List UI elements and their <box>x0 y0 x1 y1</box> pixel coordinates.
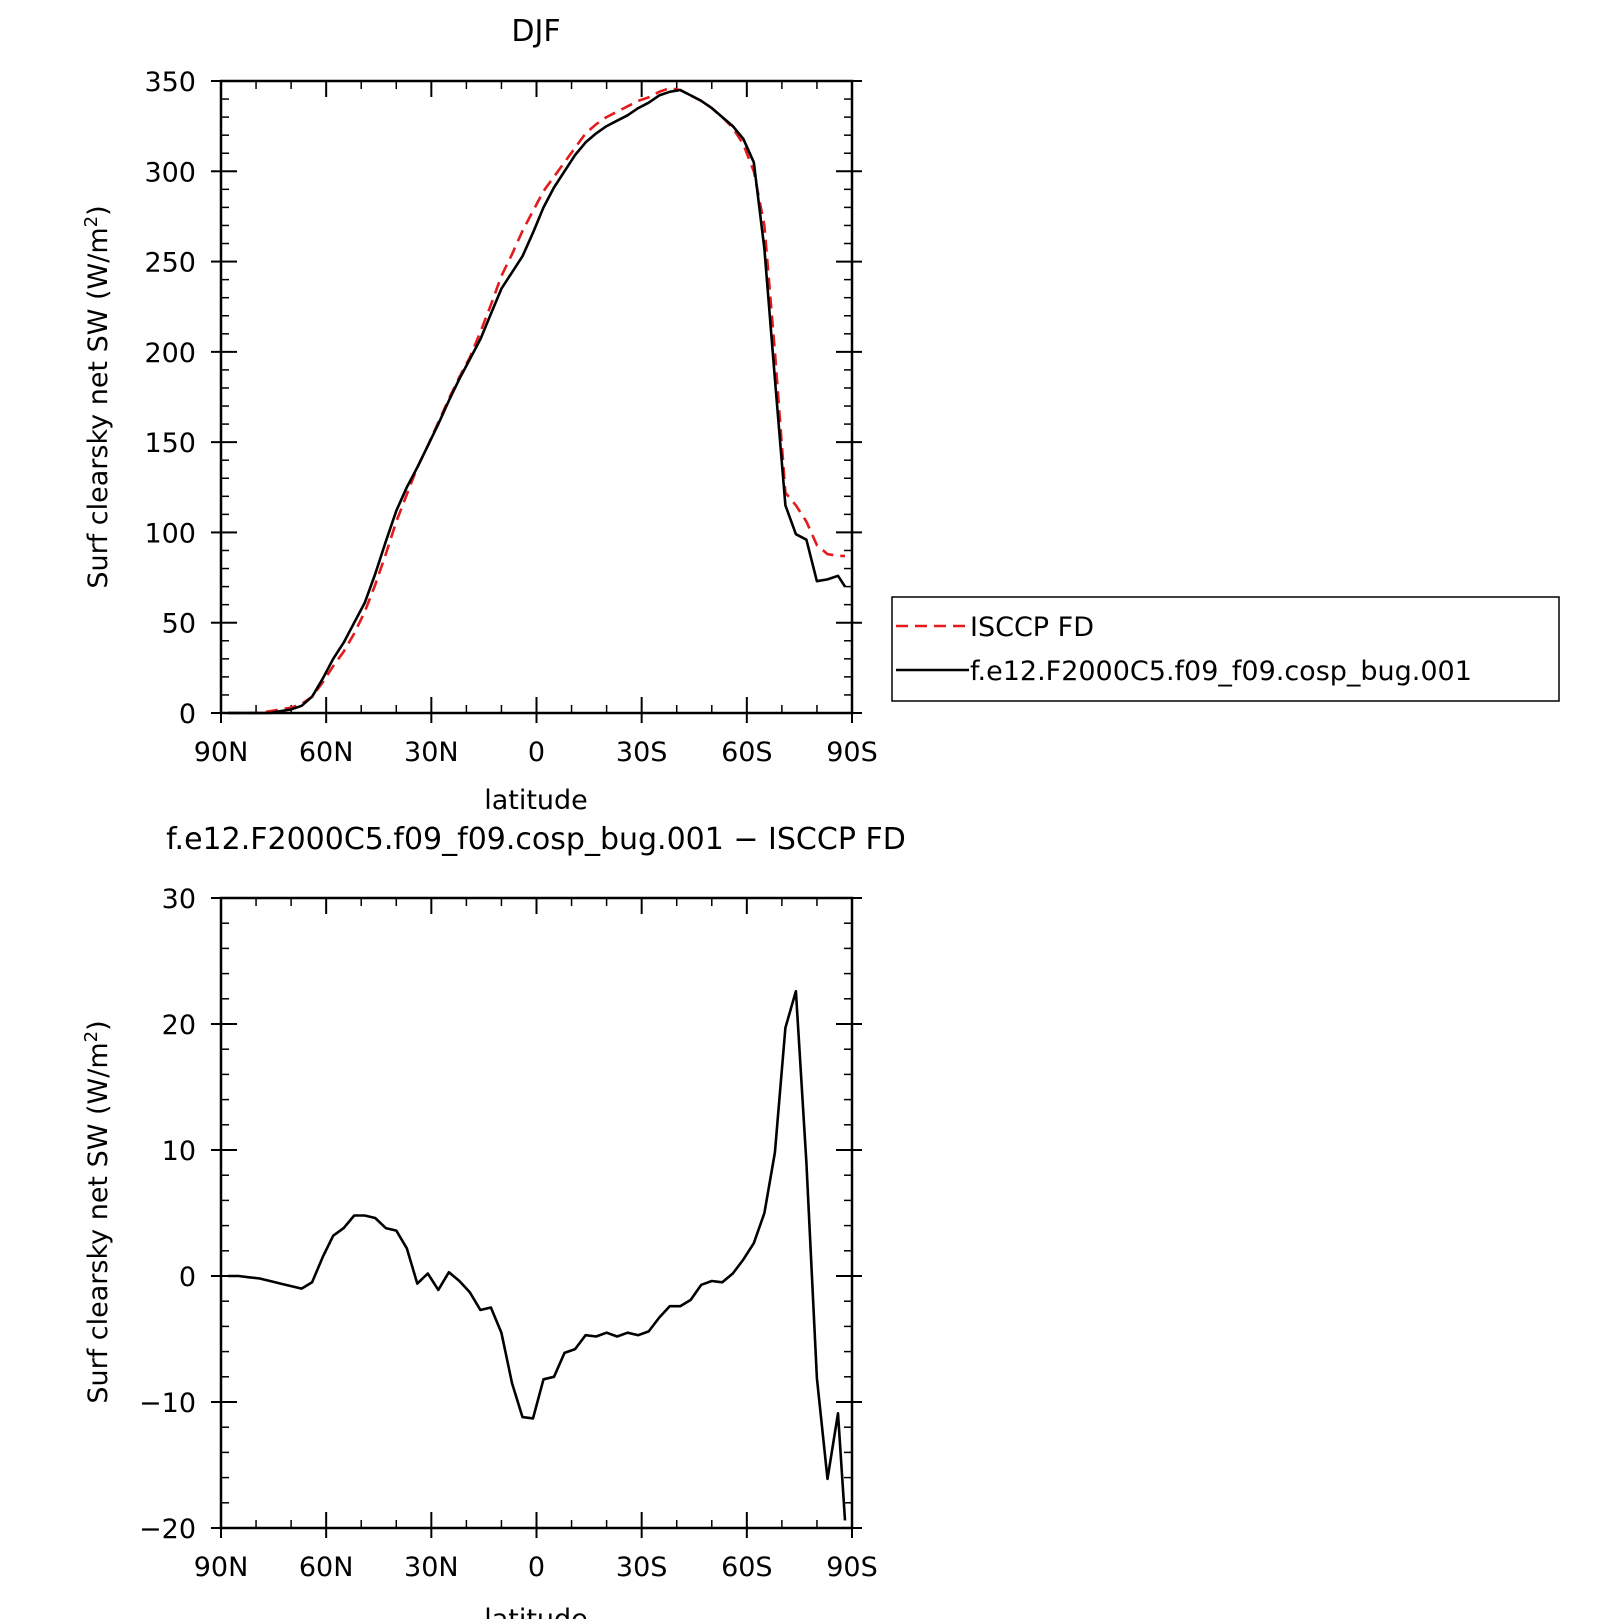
bottom-ytick-label: 10 <box>162 1136 196 1167</box>
top-series-line-isccp-fd <box>228 86 845 715</box>
bottom-xtick-label: 60S <box>721 1552 773 1583</box>
legend-box <box>891 596 1560 702</box>
top-ytick-label: 150 <box>144 428 196 459</box>
chart-top: DJF 90N 60N 30N 0 30S 60S 90S 0 50 100 150 200 250 30… <box>81 14 878 816</box>
chart-bottom: f.e12.F2000C5.f09_f09.cosp_bug.001 − ISC… <box>81 822 906 1619</box>
top-ytick-label: 100 <box>144 518 196 549</box>
chart-top-ylabel: Surf clearsky net SW (W/m2) <box>81 205 114 588</box>
chart-bottom-frame <box>219 896 854 1530</box>
top-xtick-label: 90S <box>826 737 878 768</box>
top-xtick-label: 90N <box>194 737 249 768</box>
top-xtick-label: 30N <box>404 737 459 768</box>
bottom-xtick-label: 90S <box>826 1552 878 1583</box>
top-ytick-label: 350 <box>144 67 196 98</box>
chart-bottom-ylabel: Surf clearsky net SW (W/m2) <box>81 1020 114 1403</box>
chart-top-frame <box>219 79 854 715</box>
bottom-series-line-difference <box>228 989 847 1521</box>
legend-label-isccp: ISCCP FD <box>970 612 1094 643</box>
legend: ISCCP FD f.e12.F2000C5.f09_f09.cosp_bug.… <box>891 596 1560 702</box>
top-xtick-label: 0 <box>528 737 545 768</box>
chart-top-xlabel: latitude <box>484 785 588 816</box>
bottom-ytick-label: −10 <box>139 1388 196 1419</box>
bottom-xtick-label: 90N <box>194 1552 249 1583</box>
bottom-ytick-label: 20 <box>162 1010 196 1041</box>
bottom-xtick-label: 0 <box>528 1552 545 1583</box>
top-series-line-model <box>228 88 847 715</box>
bottom-xtick-label: 30N <box>404 1552 459 1583</box>
top-ytick-label: 50 <box>162 609 196 640</box>
bottom-ytick-label: 30 <box>162 884 196 915</box>
top-xtick-label: 60S <box>721 737 773 768</box>
chart-bottom-title: f.e12.F2000C5.f09_f09.cosp_bug.001 − ISC… <box>166 822 906 857</box>
bottom-xtick-label: 60N <box>299 1552 354 1583</box>
chart-top-title: DJF <box>511 14 560 49</box>
top-ytick-label: 300 <box>144 157 196 188</box>
top-ytick-label: 200 <box>144 338 196 369</box>
top-ytick-label: 250 <box>144 248 196 279</box>
legend-label-model: f.e12.F2000C5.f09_f09.cosp_bug.001 <box>970 656 1472 687</box>
top-ytick-label: 0 <box>179 699 196 730</box>
bottom-ytick-label: 0 <box>179 1262 196 1293</box>
top-xtick-label: 60N <box>299 737 354 768</box>
chart-bottom-xlabel: latitude <box>484 1604 588 1619</box>
top-xtick-label: 30S <box>616 737 668 768</box>
bottom-ytick-label: −20 <box>139 1514 196 1545</box>
bottom-xtick-label: 30S <box>616 1552 668 1583</box>
